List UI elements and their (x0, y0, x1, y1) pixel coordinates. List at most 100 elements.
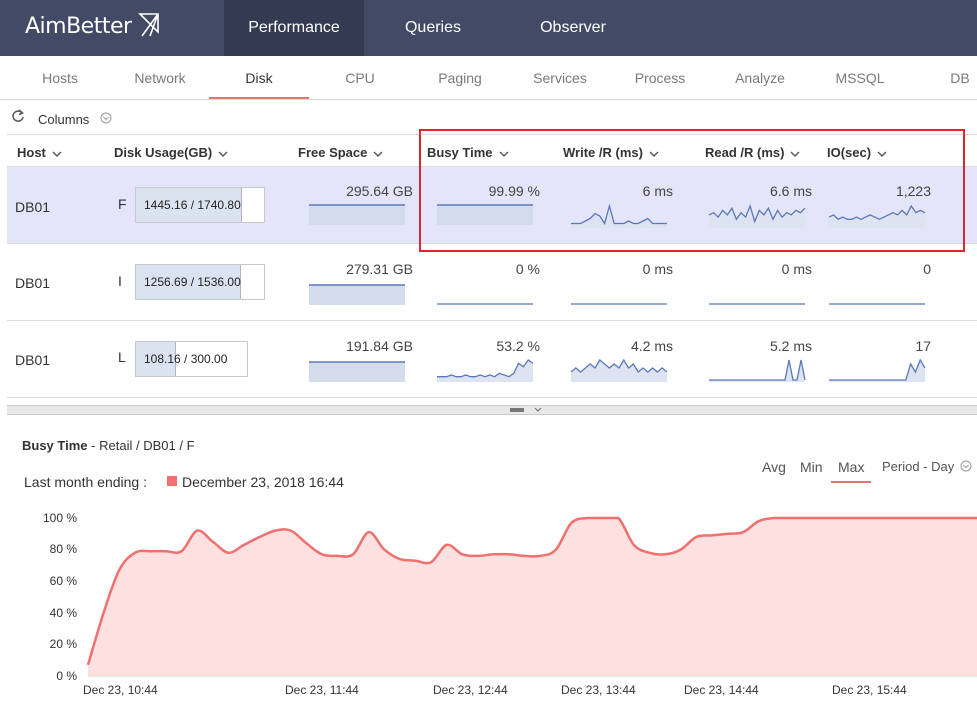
y-tick-label: 20 % (49, 637, 77, 651)
io-value: 17 (915, 338, 931, 354)
read-value: 6.6 ms (769, 183, 812, 199)
sub-nav: Hosts Network Disk CPU Paging Services P… (0, 56, 977, 100)
drag-handle-icon[interactable] (510, 408, 524, 412)
breadcrumb-sep: - (91, 438, 96, 453)
tab-paging[interactable]: Paging (438, 70, 482, 86)
busy-time-sparkline (437, 303, 533, 305)
sparkline-area (437, 360, 533, 382)
metric-title: Busy Time (22, 438, 88, 453)
logo-mark-icon (138, 13, 159, 37)
table-row[interactable]: DB01 L 108.16 / 300.00 191.84 GB 53.2 % … (7, 321, 977, 398)
io-sparkline (829, 303, 925, 305)
x-tick-label: Dec 23, 11:44 (285, 683, 359, 697)
tab-cpu[interactable]: CPU (345, 70, 375, 86)
period-ending-date: December 23, 2018 16:44 (182, 474, 344, 490)
write-value: 0 ms (642, 261, 673, 277)
period-label: Period - Day (882, 459, 955, 474)
disk-usage-bar: 1256.69 / 1536.00 (135, 264, 265, 300)
busy-time-value: 53.2 % (496, 338, 540, 354)
write-value: 6 ms (642, 183, 673, 199)
y-tick-label: 100 % (42, 511, 77, 525)
tab-hosts[interactable]: Hosts (42, 70, 78, 86)
header-host[interactable]: Host (17, 145, 62, 160)
chevron-down-icon (52, 151, 62, 157)
disk-usage-bar: 1445.16 / 1740.80 (135, 187, 265, 223)
chevron-down-icon (877, 151, 887, 157)
disk-usage-bar: 108.16 / 300.00 (135, 341, 248, 377)
x-tick-label: Dec 23, 13:44 (561, 683, 636, 697)
y-tick-label: 0 % (56, 669, 77, 683)
sparkline-line (709, 359, 806, 381)
sparkline-area (571, 360, 667, 382)
header-write[interactable]: Write /R (ms) (563, 145, 659, 160)
write-sparkline (570, 358, 668, 382)
chart-area-fill (88, 518, 977, 676)
sparkline-line (437, 359, 534, 378)
header-read[interactable]: Read /R (ms) (705, 145, 800, 160)
top-bar: AimBetter Performance Queries Observer (0, 0, 977, 56)
aggregate-avg[interactable]: Avg (762, 459, 786, 475)
table-row[interactable]: DB01 I 1256.69 / 1536.00 279.31 GB 0 % 0… (7, 244, 977, 321)
write-value: 4.2 ms (630, 338, 673, 354)
read-sparkline (709, 359, 806, 382)
tab-services[interactable]: Services (533, 70, 587, 86)
breadcrumb-item: F (186, 438, 195, 453)
columns-button[interactable]: Columns (38, 112, 90, 127)
tab-mssql[interactable]: MSSQL (835, 70, 885, 86)
header-disk-usage[interactable]: Disk Usage(GB) (114, 145, 228, 160)
drive-letter: L (118, 349, 126, 365)
period-select[interactable]: Period - Day (882, 459, 972, 474)
tab-analyze[interactable]: Analyze (735, 70, 785, 86)
sparkline-line (828, 204, 926, 221)
free-space-sparkline (309, 284, 405, 305)
io-sparkline (828, 204, 926, 228)
disk-usage-fill (136, 265, 241, 299)
chevron-down-icon[interactable] (534, 407, 542, 413)
free-space-sparkline (309, 204, 405, 225)
panel-splitter[interactable] (7, 405, 977, 415)
free-space-value: 191.84 GB (346, 338, 413, 354)
chart-series-line (86, 516, 977, 666)
read-value: 0 ms (781, 261, 812, 277)
x-tick-label: Dec 23, 10:44 (83, 683, 158, 697)
drive-letter: I (118, 273, 122, 289)
io-value: 0 (923, 261, 931, 277)
read-sparkline (709, 303, 805, 305)
disk-usage-value: 1256.69 / 1536.00 (144, 275, 241, 289)
aggregate-min[interactable]: Min (800, 459, 823, 475)
table-toolbar: Columns (0, 100, 977, 134)
tab-db[interactable]: DB (950, 70, 970, 86)
breadcrumb-item: Retail (99, 438, 133, 453)
aggregate-max[interactable]: Max (831, 459, 872, 483)
header-free-space[interactable]: Free Space (298, 145, 383, 160)
busy-time-sparkline (437, 359, 534, 382)
free-space-sparkline (309, 361, 405, 382)
tab-disk[interactable]: Disk (209, 56, 309, 99)
nav-performance[interactable]: Performance (224, 0, 364, 56)
busy-time-value: 0 % (515, 261, 540, 277)
sparkline-line (708, 204, 806, 224)
refresh-icon[interactable] (11, 109, 25, 123)
read-value: 5.2 ms (769, 338, 812, 354)
sparkline-area (829, 360, 925, 382)
nav-queries[interactable]: Queries (404, 19, 462, 36)
chevron-down-circle-icon (960, 460, 972, 472)
chevron-down-circle-icon[interactable] (100, 112, 112, 124)
free-space-value: 279.31 GB (346, 261, 413, 277)
busy-time-sparkline (437, 204, 533, 225)
write-sparkline (571, 303, 667, 305)
header-busy-time[interactable]: Busy Time (427, 145, 509, 160)
sparkline-area (437, 205, 533, 225)
disk-usage-value: 108.16 / 300.00 (144, 352, 228, 366)
header-io[interactable]: IO(sec) (827, 145, 887, 160)
x-tick-label: Dec 23, 12:44 (433, 683, 508, 697)
tab-process[interactable]: Process (634, 70, 686, 86)
chevron-down-icon (790, 151, 800, 157)
nav-observer[interactable]: Observer (540, 19, 606, 36)
sparkline-area (309, 362, 405, 382)
table-row[interactable]: DB01 F 1445.16 / 1740.80 295.64 GB 99.99… (7, 167, 977, 244)
disk-usage-value: 1445.16 / 1740.80 (144, 198, 241, 212)
tab-network[interactable]: Network (134, 70, 186, 86)
read-sparkline (708, 204, 806, 228)
